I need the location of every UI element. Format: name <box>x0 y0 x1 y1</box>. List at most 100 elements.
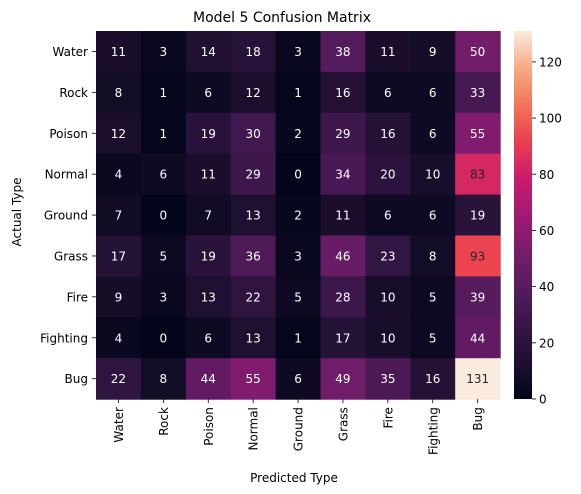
colorbar <box>514 31 532 399</box>
cell-value-label: 39 <box>470 290 485 304</box>
y-tick-label: Poison <box>49 127 88 141</box>
cell-value-label: 4 <box>115 331 123 345</box>
heatmap-cell <box>96 358 142 400</box>
heatmap-cell <box>185 235 232 277</box>
heatmap-cell <box>275 153 322 196</box>
colorbar-tick-label: 0 <box>539 393 547 407</box>
heatmap-cell <box>320 31 366 73</box>
cell-value-label: 55 <box>470 127 485 141</box>
cell-value-label: 2 <box>294 127 302 141</box>
cell-value-label: 49 <box>335 372 350 386</box>
heatmap-cell <box>365 358 411 400</box>
heatmap-cell <box>140 31 187 73</box>
heatmap-cell <box>230 358 277 400</box>
cell-value-label: 0 <box>160 331 168 345</box>
cell-value-label: 29 <box>246 168 261 182</box>
heatmap-cell <box>320 112 366 155</box>
cell-value-label: 3 <box>294 45 302 59</box>
heatmap-cell <box>230 71 277 114</box>
heatmap-cell <box>140 276 187 318</box>
y-tick-labels: Water Rock Poison Normal Ground Grass Fire Figh… <box>40 45 96 386</box>
heatmap-cell <box>230 112 277 155</box>
heatmap-cell <box>275 276 322 318</box>
heatmap-cell <box>410 317 456 359</box>
cell-value-label: 35 <box>380 372 395 386</box>
heatmap-cell <box>365 317 411 359</box>
cell-value-label: 12 <box>246 86 261 100</box>
cell-value-label: 36 <box>246 249 261 263</box>
heatmap-cell <box>96 194 142 237</box>
cell-value-label: 11 <box>380 45 395 59</box>
heatmap-cell <box>185 31 232 73</box>
heatmap-cell <box>185 71 232 114</box>
heatmap-cell <box>455 358 501 400</box>
y-tick-label: Normal <box>45 168 88 182</box>
cell-value-label: 11 <box>335 209 350 223</box>
heatmap-cell <box>410 194 456 237</box>
cell-value-label: 55 <box>246 372 261 386</box>
heatmap-cell <box>275 31 322 73</box>
y-axis-label: Actual Type <box>10 178 24 247</box>
cell-value-label: 5 <box>160 249 168 263</box>
cell-value-label: 44 <box>470 331 485 345</box>
cell-value-label: 9 <box>429 45 437 59</box>
cell-value-label: 6 <box>429 127 437 141</box>
cell-value-label: 23 <box>380 249 395 263</box>
heatmap-cell <box>275 358 322 400</box>
colorbar-tick-label: 40 <box>539 280 554 294</box>
heatmap-cell <box>96 317 142 359</box>
heatmap-cell <box>320 276 366 318</box>
heatmap-cell <box>455 153 501 196</box>
cell-value-label: 1 <box>160 86 168 100</box>
cell-value-label: 6 <box>384 209 392 223</box>
cell-value-label: 22 <box>246 290 261 304</box>
heatmap-cell <box>185 112 232 155</box>
x-tick-labels: Water Rock Poison Normal Ground Grass Fire Figh… <box>112 399 485 455</box>
heatmap-cell <box>185 194 232 237</box>
cell-value-label: 10 <box>425 168 440 182</box>
heatmap-cell <box>365 153 411 196</box>
cell-value-label: 13 <box>246 209 261 223</box>
y-tick-label: Bug <box>65 372 88 386</box>
heatmap-cell <box>96 71 142 114</box>
heatmap-cell <box>275 317 322 359</box>
cell-value-label: 6 <box>294 372 302 386</box>
cell-value-label: 8 <box>429 249 437 263</box>
cell-value-label: 16 <box>425 372 440 386</box>
heatmap-cell <box>230 276 277 318</box>
heatmap-cell <box>275 112 322 155</box>
heatmap-cell <box>455 235 501 277</box>
cell-value-label: 8 <box>115 86 123 100</box>
heatmap-cell <box>185 317 232 359</box>
heatmap-cell <box>185 276 232 318</box>
heatmap-cell <box>96 112 142 155</box>
cell-value-label: 5 <box>429 331 437 345</box>
cell-value-label: 3 <box>160 45 168 59</box>
colorbar-tick-label: 60 <box>539 224 554 238</box>
heatmap-cell <box>140 112 187 155</box>
heatmap-cell <box>140 194 187 237</box>
x-tick-label: Water <box>112 407 126 443</box>
cell-value-label: 50 <box>470 45 485 59</box>
heatmap-cell <box>410 235 456 277</box>
x-tick-label: Ground <box>292 407 306 451</box>
heatmap-cell <box>275 71 322 114</box>
heatmap-cell <box>365 112 411 155</box>
cell-value-label: 5 <box>294 290 302 304</box>
x-tick-label: Poison <box>202 407 216 446</box>
cell-value-label: 7 <box>204 209 212 223</box>
cell-value-label: 1 <box>294 86 302 100</box>
heatmap-cell <box>410 153 456 196</box>
x-tick-label: Fire <box>381 407 395 428</box>
heatmap-cell <box>365 276 411 318</box>
cell-value-label: 11 <box>201 168 216 182</box>
heatmap-cell <box>230 153 277 196</box>
heatmap-cell <box>140 317 187 359</box>
x-tick-label: Grass <box>336 407 350 441</box>
heatmap-cell <box>320 153 366 196</box>
heatmap-cell <box>455 194 501 237</box>
cell-value-label: 11 <box>111 45 126 59</box>
heatmap-cell <box>140 71 187 114</box>
cell-value-label: 6 <box>204 86 212 100</box>
